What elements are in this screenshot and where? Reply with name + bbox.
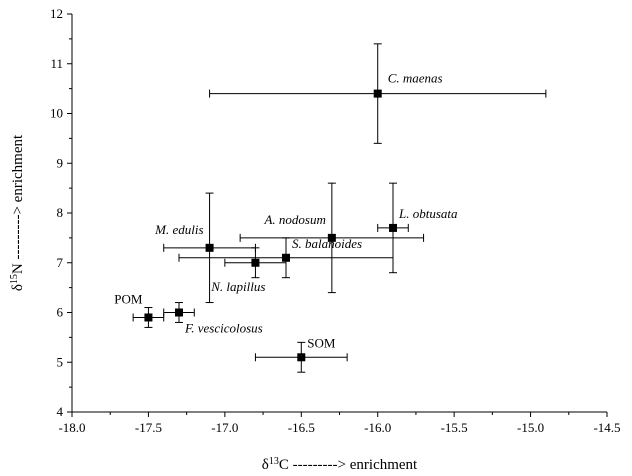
y-tick-label: 12: [50, 6, 63, 21]
data-point-label: SOM: [307, 335, 336, 350]
x-axis-title: δ13C ---------> enrichment: [262, 456, 418, 474]
y-tick-label: 10: [50, 106, 63, 121]
x-tick-label: -17.5: [135, 420, 162, 435]
y-tick-label: 7: [57, 255, 64, 270]
data-point-marker: [327, 233, 336, 242]
data-point-marker: [282, 253, 290, 262]
data-point-label: N. lapillus: [210, 279, 265, 294]
chart-point-labels: C. maenas L. obtusata A. nodosum M. edulis S…: [114, 71, 458, 351]
chart-markers: [144, 89, 397, 362]
x-tick-label: -16.0: [364, 420, 391, 435]
data-point-marker: [175, 308, 183, 317]
data-point-marker: [205, 243, 214, 252]
y-tick-label: 11: [50, 56, 63, 71]
data-point-marker: [389, 223, 397, 232]
y-tick-label: 5: [57, 354, 64, 369]
x-tick-label: -18.0: [58, 420, 85, 435]
data-point-label: F. vescicolosus: [184, 321, 263, 336]
x-tick-label: -15.5: [441, 420, 468, 435]
data-point-label: C. maenas: [388, 71, 443, 86]
y-tick-label: 9: [57, 155, 64, 170]
x-tick-label: -14.5: [593, 420, 620, 435]
chart-ticks: -18.0 -17.5 -17.0 -16.5 -16.0 -15.5 -15.0 -14.5…: [50, 6, 621, 435]
chart-axes: [71, 14, 607, 413]
data-point-marker: [373, 89, 382, 98]
data-point-label: M. edulis: [154, 222, 203, 237]
data-point-marker: [297, 353, 306, 362]
data-point-label: POM: [114, 291, 143, 306]
y-tick-label: 6: [57, 305, 64, 320]
y-tick-label: 8: [57, 205, 64, 220]
x-tick-label: -16.5: [288, 420, 315, 435]
data-point-label: S. balanoides: [292, 236, 362, 251]
data-point-marker: [251, 258, 260, 267]
x-tick-label: -15.0: [517, 420, 544, 435]
data-point-marker: [144, 313, 153, 322]
y-tick-label: 4: [57, 404, 64, 419]
y-axis-title: δ15N ---------> enrichment: [9, 134, 27, 291]
x-tick-label: -17.0: [211, 420, 238, 435]
data-point-label: L. obtusata: [398, 206, 458, 221]
data-point-label: A. nodosum: [263, 212, 325, 227]
